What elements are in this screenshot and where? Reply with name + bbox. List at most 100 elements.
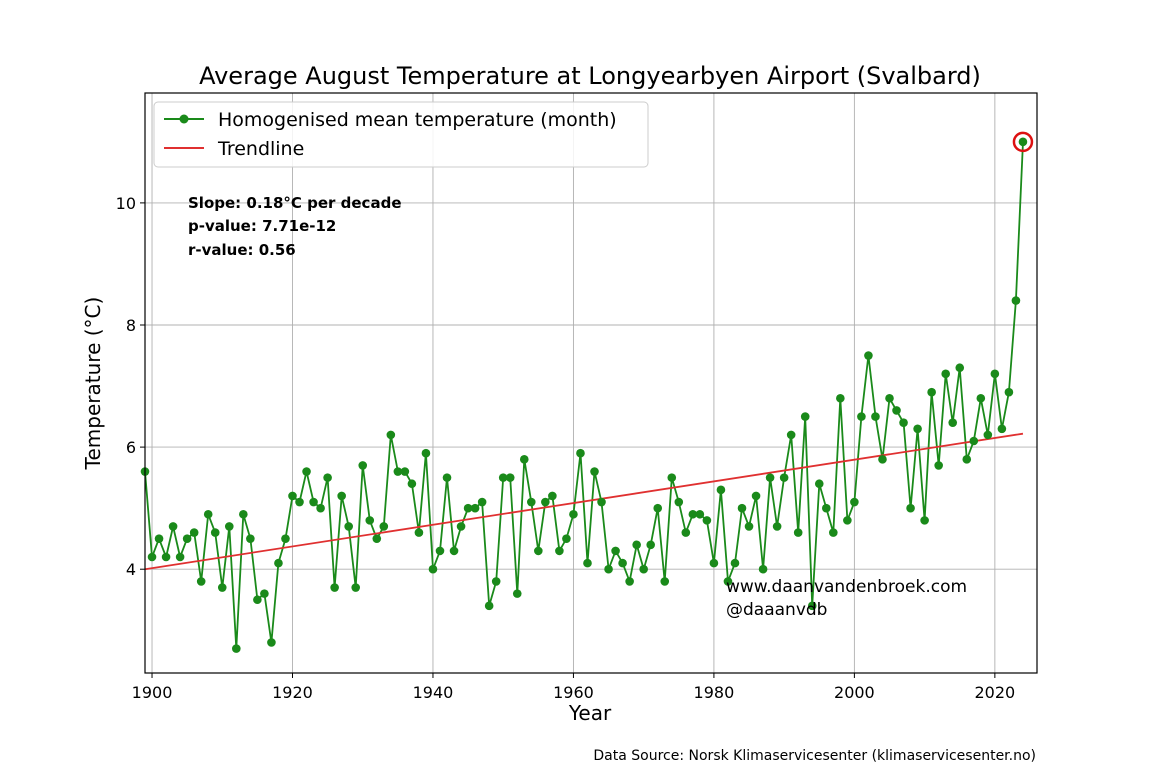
data-point-1950 [498,473,508,482]
temperature-series-line [144,141,1024,650]
x-tick-label-1940: 1940 [413,683,454,702]
data-point-1922 [302,467,311,476]
credit-website: www.daanvandenbroek.com [726,577,967,597]
data-point-1972 [653,503,663,513]
data-point-1985 [744,522,754,531]
data-point-2013 [941,369,950,379]
data-point-2002 [864,351,873,360]
data-point-1961 [576,448,585,458]
data-point-1932 [372,534,382,543]
data-point-1990 [779,473,789,482]
data-point-1929 [351,583,361,592]
data-point-1974 [667,473,677,482]
data-point-2003 [871,412,880,421]
data-point-1953 [519,455,529,464]
data-point-1928 [344,522,353,531]
r-value-stat: r-value: 0.56 [188,241,296,259]
data-point-1933 [379,522,389,531]
data-point-2001 [857,412,866,421]
data-point-1901 [154,534,164,543]
data-point-1979 [702,516,712,525]
data-point-2018 [976,393,986,403]
data-point-1956 [541,497,550,507]
data-point-1987 [758,564,768,574]
data-point-1973 [660,577,670,586]
data-point-1925 [323,473,332,482]
data-point-1907 [196,577,206,586]
data-point-1957 [548,491,557,501]
data-point-1968 [625,577,634,586]
data-point-1962 [583,558,592,568]
data-point-1909 [210,528,220,537]
data-point-1978 [695,509,705,519]
data-point-1970 [639,564,648,574]
slope-stat: Slope: 0.18°C per decade [188,194,402,212]
x-tick-label-2020: 2020 [974,683,1015,702]
data-point-1908 [203,509,213,519]
x-tick-label-1920: 1920 [272,683,313,702]
data-point-1980 [709,558,719,568]
data-point-1900 [147,552,157,562]
data-point-1967 [618,558,627,568]
data-point-1991 [786,430,796,440]
y-tick-label-4: 4 [126,560,136,579]
data-point-1936 [400,467,410,476]
data-point-2014 [948,418,958,427]
data-point-1916 [260,589,269,598]
data-point-1921 [295,497,304,507]
data-point-1903 [168,522,178,531]
data-point-1983 [730,558,740,568]
data-point-1966 [611,546,620,556]
x-tick-label-1960: 1960 [553,683,594,702]
chart-title: Average August Temperature at Longyearby… [199,62,981,90]
data-point-1927 [337,491,346,501]
legend: Homogenised mean temperature (month) Tre… [153,101,649,168]
data-point-1989 [772,522,782,531]
data-point-1977 [688,509,698,519]
data-point-1938 [414,528,424,537]
data-point-1994 [807,601,817,611]
data-point-1960 [569,509,578,519]
x-tick-label-1980: 1980 [694,683,735,702]
data-point-1937 [407,479,417,489]
data-point-2009 [913,424,922,434]
data-point-1984 [737,503,747,513]
data-point-1947 [477,497,487,507]
x-axis-title: Year [568,701,612,725]
data-point-2015 [955,363,965,373]
data-point-1910 [217,583,227,592]
data-point-1942 [442,473,452,482]
data-point-1955 [534,546,543,556]
legend-marker-temperature [179,114,189,124]
data-point-2016 [962,455,972,464]
data-point-2012 [934,461,943,470]
data-point-1917 [267,638,276,647]
legend-label-temperature: Homogenised mean temperature (month) [218,109,617,131]
data-point-1946 [470,503,480,513]
data-point-1952 [512,589,522,598]
data-point-1915 [253,595,262,605]
data-point-2006 [892,406,901,415]
data-point-1997 [829,528,838,537]
data-point-1934 [386,430,396,440]
data-point-1918 [274,558,283,568]
data-point-1993 [800,412,810,421]
data-point-2004 [878,455,887,464]
legend-box [153,101,649,168]
credit-handle: @daaanvdb [726,600,827,620]
data-point-1939 [421,448,431,458]
data-point-1998 [836,393,845,403]
data-point-1930 [358,461,368,470]
series-layer [140,131,1034,653]
data-point-2023 [1011,296,1021,305]
data-point-1995 [814,479,824,489]
plot-frame [144,92,1038,674]
data-point-2021 [997,424,1007,434]
ticks-layer: 1900 1920 1940 1960 1980 2000 2020 4 6 8 10 [116,194,1016,702]
data-point-1948 [484,601,494,611]
trendline [144,432,1024,571]
data-point-1905 [182,534,192,543]
data-point-1988 [765,473,775,482]
data-point-1906 [189,528,199,537]
data-point-1940 [428,564,438,574]
